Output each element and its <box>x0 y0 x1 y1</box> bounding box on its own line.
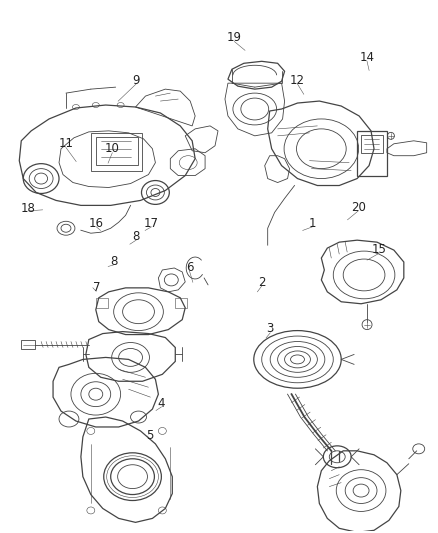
Text: 19: 19 <box>227 31 242 44</box>
Text: 5: 5 <box>147 430 154 442</box>
Text: 12: 12 <box>290 74 305 86</box>
Text: 20: 20 <box>351 201 366 214</box>
Text: 6: 6 <box>186 261 193 274</box>
Text: 9: 9 <box>133 74 140 86</box>
Text: 10: 10 <box>105 142 120 156</box>
Text: 17: 17 <box>144 216 159 230</box>
Text: 8: 8 <box>133 230 140 243</box>
Bar <box>357 131 387 175</box>
Text: 1: 1 <box>309 216 316 230</box>
Bar <box>361 135 383 153</box>
Text: 16: 16 <box>89 216 104 230</box>
Text: 18: 18 <box>21 202 36 215</box>
Text: 4: 4 <box>158 397 165 410</box>
Bar <box>175 298 187 308</box>
Text: 14: 14 <box>360 51 374 64</box>
Bar <box>96 298 108 308</box>
Text: 11: 11 <box>58 137 73 150</box>
Text: 15: 15 <box>372 243 387 256</box>
Text: 3: 3 <box>267 322 274 335</box>
Bar <box>91 133 142 171</box>
Text: 7: 7 <box>92 281 100 294</box>
Bar <box>21 340 35 350</box>
Text: 8: 8 <box>110 255 117 268</box>
Text: 2: 2 <box>258 276 265 289</box>
Bar <box>96 137 138 165</box>
